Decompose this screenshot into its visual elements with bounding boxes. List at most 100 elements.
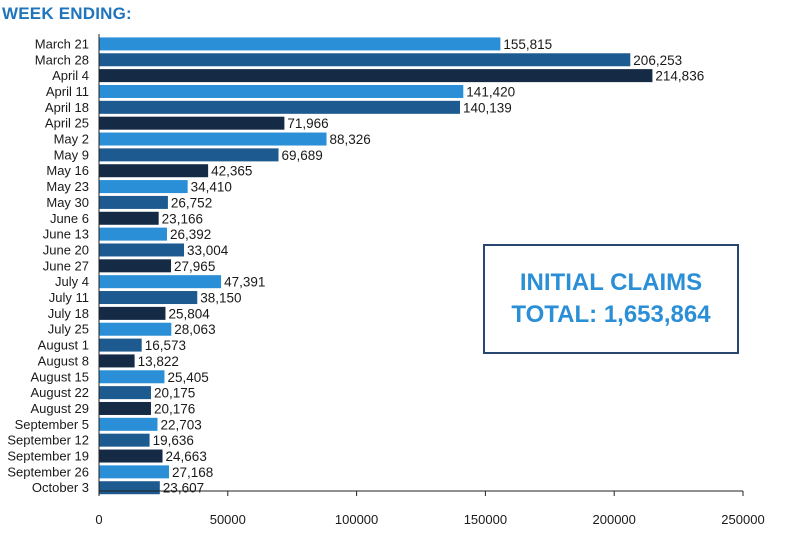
category-label: August 29 — [30, 401, 89, 416]
bar — [99, 164, 209, 178]
x-tick-label: 0 — [95, 512, 102, 527]
value-label: 26,392 — [170, 227, 211, 242]
category-label: April 11 — [46, 84, 89, 99]
category-label: July 11 — [49, 290, 89, 305]
category-label: August 22 — [30, 385, 89, 400]
bar — [99, 370, 165, 384]
category-label: March 21 — [35, 36, 89, 51]
value-label: 38,150 — [200, 291, 241, 306]
x-tick-label: 100000 — [335, 512, 378, 527]
category-label: September 19 — [7, 449, 89, 464]
category-label: May 16 — [46, 163, 89, 178]
value-label: 19,636 — [153, 433, 194, 448]
value-label: 28,063 — [174, 322, 215, 337]
value-label: 33,004 — [187, 243, 229, 258]
bar — [99, 417, 158, 431]
category-label: October 3 — [32, 480, 89, 495]
category-label: April 4 — [52, 68, 89, 83]
category-label: September 12 — [7, 433, 89, 448]
value-label: 16,573 — [145, 338, 186, 353]
category-label: June 27 — [43, 258, 89, 273]
value-label: 214,836 — [655, 69, 704, 84]
value-label: 23,166 — [162, 211, 203, 226]
category-label: August 8 — [38, 353, 89, 368]
category-label: September 5 — [15, 417, 89, 432]
x-axis: 0 50000 100000 150000 200000 250000 — [95, 34, 765, 527]
bar — [99, 386, 151, 400]
category-label: August 15 — [30, 369, 89, 384]
value-label: 22,703 — [160, 417, 201, 432]
value-label: 26,752 — [171, 195, 212, 210]
bar — [99, 148, 279, 162]
category-label: September 26 — [7, 464, 89, 479]
value-label: 27,168 — [172, 465, 213, 480]
bar — [99, 195, 168, 209]
value-label: 71,966 — [287, 116, 328, 131]
category-label: May 2 — [54, 132, 89, 147]
initial-claims-summary-box: INITIAL CLAIMS TOTAL: 1,653,864 — [483, 244, 739, 354]
value-label: 27,965 — [174, 259, 215, 274]
value-label: 88,326 — [330, 132, 371, 147]
bar — [99, 465, 169, 479]
value-label: 25,804 — [168, 306, 210, 321]
bar — [99, 243, 185, 257]
category-label: April 25 — [45, 116, 89, 131]
category-label: June 13 — [43, 227, 89, 242]
bars-layer: March 21 155,815 March 28 206,253 April 4 214… — [7, 36, 704, 495]
x-tick-label: 150000 — [464, 512, 507, 527]
bar — [99, 227, 167, 241]
value-label: 24,663 — [166, 449, 207, 464]
bar — [99, 481, 160, 495]
category-label: July 18 — [48, 306, 89, 321]
value-label: 206,253 — [633, 53, 682, 68]
bar — [99, 275, 222, 289]
category-label: May 30 — [46, 195, 89, 210]
bar — [99, 401, 151, 415]
value-label: 25,405 — [167, 370, 208, 385]
bar — [99, 449, 163, 463]
category-label: May 23 — [46, 179, 89, 194]
value-label: 23,607 — [163, 481, 204, 496]
bar — [99, 180, 188, 194]
category-label: July 4 — [55, 274, 89, 289]
summary-line-2: TOTAL: 1,653,864 — [511, 301, 711, 328]
bar — [99, 291, 198, 305]
x-tick-label: 250000 — [721, 512, 764, 527]
category-label: June 6 — [50, 211, 89, 226]
value-label: 140,139 — [463, 100, 512, 115]
bar — [99, 100, 460, 114]
bar — [99, 211, 159, 225]
bar — [99, 132, 327, 146]
value-label: 155,815 — [503, 37, 552, 52]
category-label: June 20 — [43, 242, 89, 257]
value-label: 42,365 — [211, 164, 252, 179]
bar — [99, 338, 142, 352]
category-label: August 1 — [38, 338, 89, 353]
value-label: 69,689 — [282, 148, 323, 163]
x-tick-label: 50000 — [210, 512, 246, 527]
value-label: 13,822 — [138, 354, 179, 369]
chart-title: WEEK ENDING: — [2, 4, 132, 23]
category-label: April 18 — [45, 100, 89, 115]
bar — [99, 433, 150, 447]
category-label: May 9 — [54, 147, 89, 162]
value-label: 20,176 — [154, 401, 195, 416]
bar — [99, 37, 501, 51]
category-label: July 25 — [48, 322, 89, 337]
bar — [99, 116, 285, 130]
bar — [99, 322, 172, 336]
bar — [99, 306, 166, 320]
value-label: 20,175 — [154, 386, 195, 401]
bar — [99, 354, 135, 368]
bar — [99, 259, 172, 273]
category-label: March 28 — [35, 52, 89, 67]
bar — [99, 53, 631, 67]
bar — [99, 69, 653, 83]
value-label: 34,410 — [191, 180, 232, 195]
bar — [99, 84, 464, 98]
summary-line-1: INITIAL CLAIMS — [519, 269, 703, 296]
value-label: 141,420 — [466, 84, 515, 99]
value-label: 47,391 — [224, 275, 265, 290]
x-tick-label: 200000 — [593, 512, 636, 527]
